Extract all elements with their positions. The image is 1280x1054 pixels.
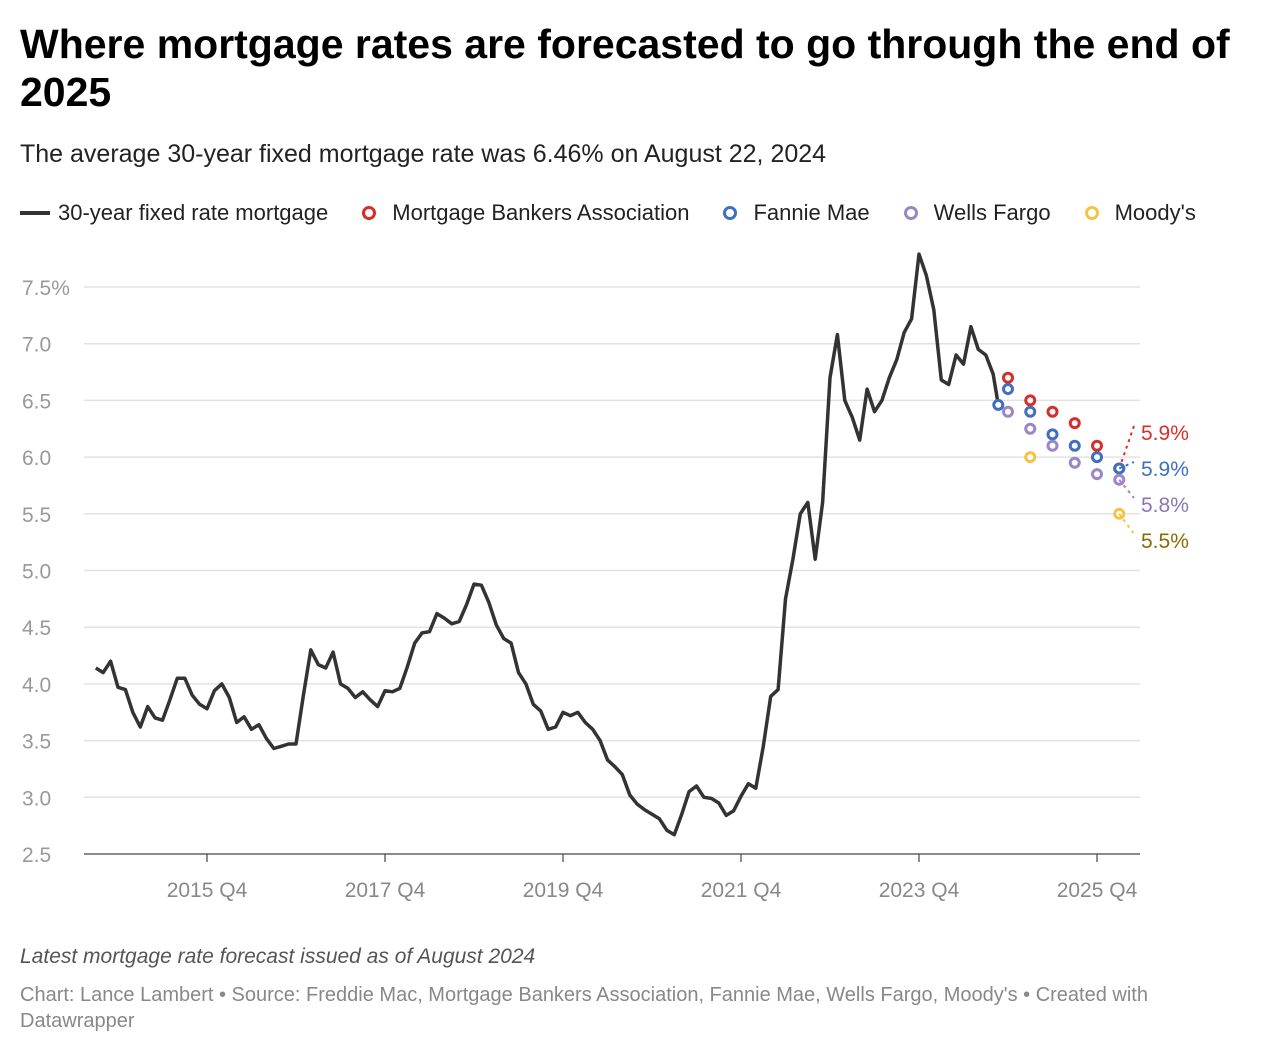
chart-footer: Chart: Lance Lambert • Source: Freddie M… <box>20 984 1148 1032</box>
forecast-point <box>1046 405 1059 418</box>
x-tick-label: 2015 Q4 <box>167 879 248 902</box>
legend-dot-swatch <box>723 206 738 220</box>
y-tick-label: 4.0 <box>22 674 51 697</box>
y-tick-label: 7.0 <box>22 334 51 357</box>
forecast-point <box>1091 468 1103 481</box>
legend-label: Mortgage Bankers Association <box>392 200 690 225</box>
forecast-point <box>1091 439 1103 452</box>
y-tick-label: 3.0 <box>22 787 51 810</box>
legend-item-30-year: 30-year fixed rate mortgage <box>20 200 328 226</box>
legend-dot-swatch <box>1084 206 1099 220</box>
y-tick-label: 5.0 <box>22 561 51 584</box>
legend-item-wells-fargo: Wells Fargo <box>898 200 1051 226</box>
forecast-point <box>1002 383 1014 396</box>
forecast-point <box>1024 422 1037 435</box>
forecast-point <box>1068 456 1081 469</box>
x-tick-label: 2019 Q4 <box>523 879 604 902</box>
legend: 30-year fixed rate mortgage Mortgage Ban… <box>20 200 1224 226</box>
x-tick-label: 2021 Q4 <box>701 879 782 902</box>
legend-label: 30-year fixed rate mortgage <box>58 200 329 225</box>
forecast-point <box>1002 405 1014 418</box>
legend-label: Wells Fargo <box>933 200 1051 225</box>
y-tick-label: 2.5 <box>22 844 51 867</box>
forecast-point <box>1091 451 1103 464</box>
legend-dot-swatch <box>903 206 918 220</box>
chart-title: Where mortgage rates are forecasted to g… <box>20 21 1230 115</box>
end-value-label: 5.8% <box>1141 494 1189 517</box>
chart-subtitle: The average 30-year fixed mortgage rate … <box>20 140 827 168</box>
legend-dot-swatch <box>362 206 377 220</box>
legend-item-moodys: Moody's <box>1079 200 1196 226</box>
forecast-series-mortgage-bankers-association: 5.9% <box>1002 371 1189 475</box>
y-tick-label: 5.5 <box>22 504 51 527</box>
end-value-label: 5.9% <box>1141 458 1189 481</box>
label-connector <box>1118 461 1135 470</box>
forecast-point <box>1068 417 1081 430</box>
forecast-point <box>1024 451 1037 464</box>
y-tick-label: 3.5 <box>22 731 51 754</box>
x-tick-label: 2023 Q4 <box>879 879 960 902</box>
legend-label: Fannie Mae <box>753 200 870 225</box>
forecast-series-moody-s: 5.5% <box>1024 451 1189 553</box>
forecast-point <box>992 398 1005 411</box>
label-connector <box>1118 425 1135 469</box>
x-tick-label: 2025 Q4 <box>1057 879 1138 902</box>
y-tick-label: 4.5 <box>22 617 51 640</box>
forecast-point <box>1024 394 1037 407</box>
forecast-point <box>1024 405 1037 418</box>
legend-item-fannie-mae: Fannie Mae <box>717 200 870 226</box>
legend-line-swatch <box>20 211 50 215</box>
end-value-label: 5.9% <box>1141 422 1189 445</box>
forecast-point <box>1002 371 1014 384</box>
forecast-series-wells-fargo: 5.8% <box>1002 405 1189 517</box>
y-tick-label: 6.0 <box>22 447 51 470</box>
legend-label: Moody's <box>1114 200 1196 225</box>
end-value-label: 5.5% <box>1141 530 1189 553</box>
forecast-series-fannie-mae: 5.9% <box>992 383 1189 481</box>
y-tick-label: 6.5 <box>22 390 51 413</box>
forecast-point <box>1068 439 1081 452</box>
chart-note: Latest mortgage rate forecast issued as … <box>20 945 536 968</box>
x-tick-label: 2017 Q4 <box>345 879 426 902</box>
forecast-point <box>1046 439 1059 452</box>
forecast-point <box>1046 428 1059 441</box>
y-tick-label: 7.5% <box>22 277 70 300</box>
rate-line <box>94 252 1001 837</box>
legend-item-mba: Mortgage Bankers Association <box>356 200 689 226</box>
